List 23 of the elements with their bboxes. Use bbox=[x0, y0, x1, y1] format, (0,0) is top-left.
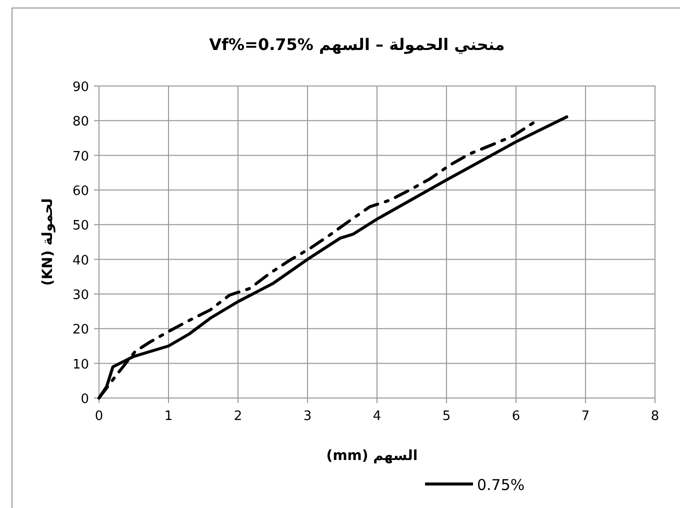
y-tick-label: 10 bbox=[72, 357, 89, 372]
x-tick-label: 0 bbox=[94, 409, 104, 424]
x-tick-label: 4 bbox=[372, 409, 382, 424]
chart-title: منحني الحمولة – السهم Vf%=0.75% bbox=[209, 35, 505, 54]
x-tick-label: 6 bbox=[512, 409, 520, 424]
y-tick-label: 60 bbox=[72, 184, 89, 199]
y-tick-label: 70 bbox=[72, 149, 89, 164]
y-tick-label: 90 bbox=[72, 80, 89, 95]
legend-label: 0.75% bbox=[477, 476, 525, 494]
x-axis-title: السهم (mm) bbox=[326, 448, 418, 464]
y-axis-title: لحمولة (KN) bbox=[40, 198, 56, 286]
y-tick-label: 80 bbox=[72, 114, 89, 130]
y-tick-label: 20 bbox=[72, 322, 89, 338]
x-tick-label: 5 bbox=[442, 409, 451, 424]
y-tick-label: 30 bbox=[72, 288, 89, 303]
y-tick-label: 40 bbox=[72, 253, 89, 268]
x-tick-label: 3 bbox=[303, 409, 312, 424]
x-tick-label: 7 bbox=[581, 409, 590, 424]
x-tick-label: 2 bbox=[234, 409, 242, 424]
x-tick-label: 1 bbox=[164, 409, 173, 424]
y-tick-label: 50 bbox=[72, 218, 89, 234]
y-tick-label: 0 bbox=[80, 392, 89, 407]
x-tick-label: 8 bbox=[650, 409, 660, 424]
